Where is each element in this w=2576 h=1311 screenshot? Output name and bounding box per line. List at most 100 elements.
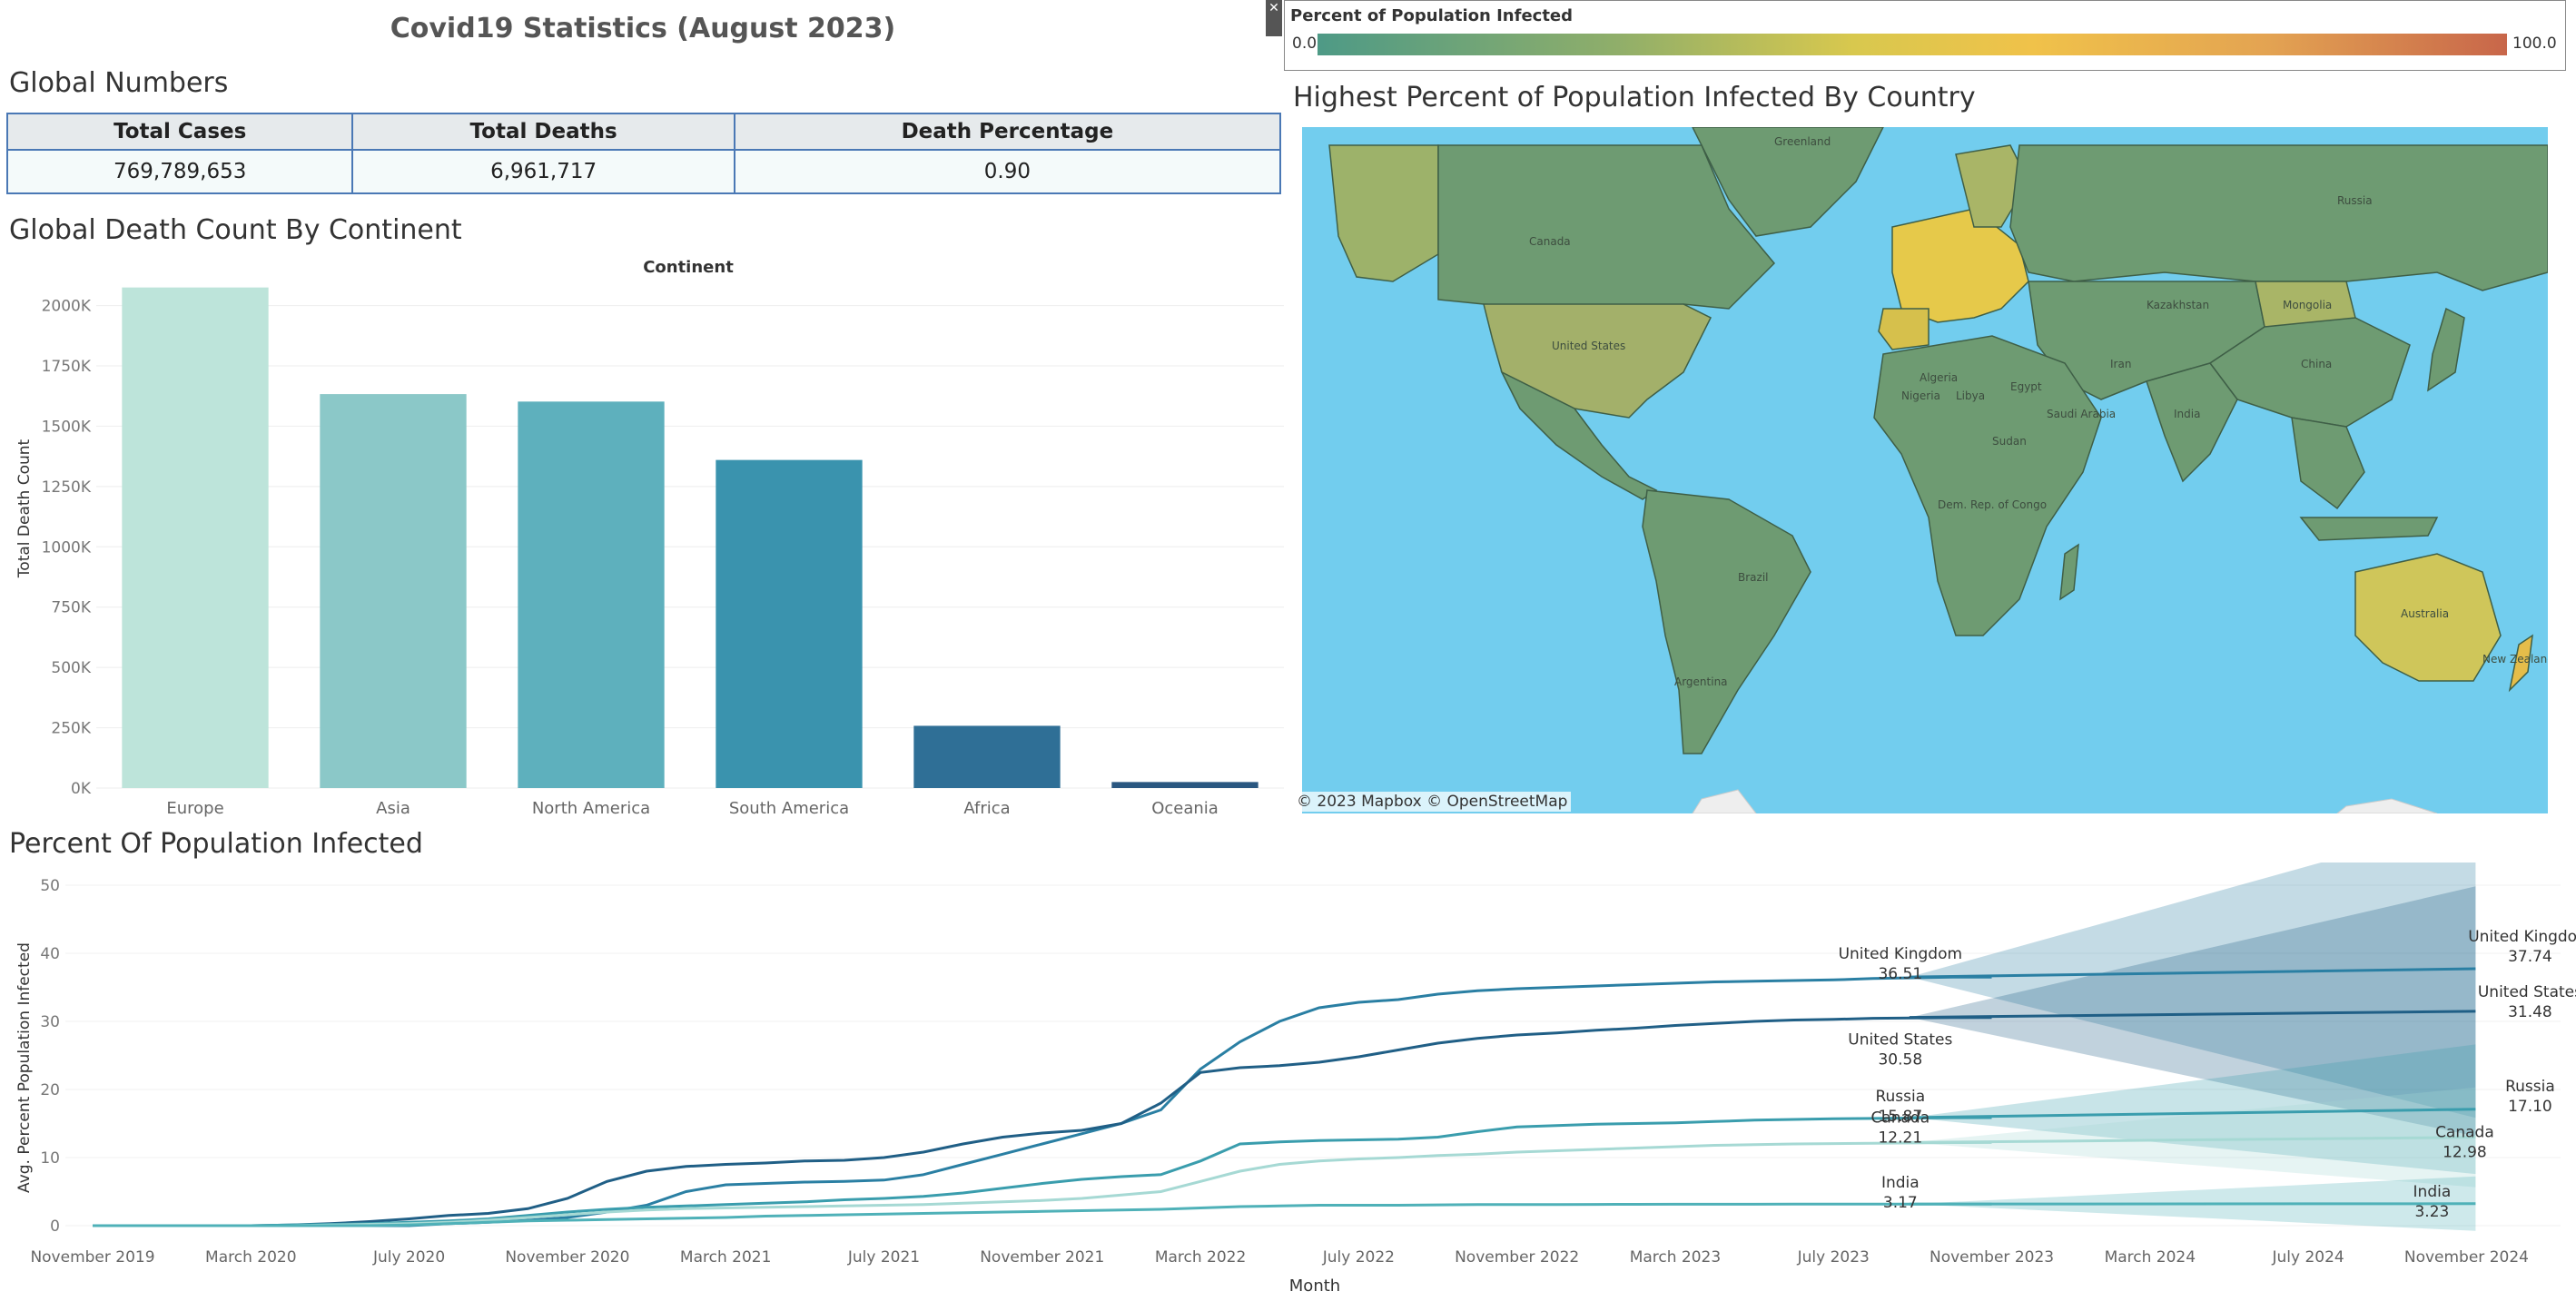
forecast-band-russia — [1909, 1044, 2476, 1175]
bar-y-tick-label: 500K — [51, 659, 91, 677]
global-numbers-title: Global Numbers — [9, 67, 229, 99]
end-label-name-united-states: United States — [1848, 1031, 1952, 1050]
population-infected-title: Percent Of Population Infected — [9, 828, 423, 860]
map-label-mongolia: Mongolia — [2283, 299, 2332, 311]
bar-x-tick-label: Africa — [963, 799, 1010, 817]
map-label-kazakhstan: Kazakhstan — [2147, 299, 2209, 311]
map-label-canada: Canada — [1529, 235, 1571, 248]
map-label-nigeria: Nigeria — [1901, 389, 1940, 402]
bar-south-america[interactable] — [716, 459, 863, 788]
legend-title: Percent of Population Infected — [1290, 6, 1574, 25]
bar-africa[interactable] — [913, 725, 1061, 788]
map-label-egypt: Egypt — [2010, 380, 2042, 393]
bar-north-america[interactable] — [518, 401, 665, 788]
bar-y-tick-label: 250K — [51, 720, 91, 738]
bar-y-tick-label: 0K — [71, 780, 92, 798]
end-label-value-canada: 12.21 — [1878, 1129, 1922, 1147]
bar-asia[interactable] — [320, 394, 467, 788]
map-label-india: India — [2174, 408, 2200, 420]
forecast-label-value-russia: 17.10 — [2508, 1098, 2552, 1116]
line-x-tick-label: March 2023 — [1630, 1248, 1722, 1267]
line-y-axis-label: Avg. Percent Population Infected — [15, 942, 34, 1193]
bar-oceania[interactable] — [1111, 782, 1258, 788]
map-label-united-states: United States — [1552, 340, 1625, 352]
country-indonesia[interactable] — [2299, 517, 2439, 541]
country-japan[interactable] — [2427, 307, 2465, 392]
country-india[interactable] — [2146, 362, 2238, 483]
region-southeast-asia[interactable] — [2291, 417, 2365, 510]
forecast-label-value-canada: 12.98 — [2443, 1144, 2487, 1162]
region-scandinavia[interactable] — [1955, 144, 2029, 228]
total-deaths-header: Total Deaths — [351, 113, 735, 151]
line-chart: Avg. Percent Population Infected Month U… — [15, 862, 2576, 1296]
death-percentage-value: 0.90 — [733, 149, 1282, 194]
bar-x-tick-label: Europe — [166, 799, 223, 817]
antarctica — [1692, 789, 2438, 813]
line-x-tick-label: July 2021 — [847, 1248, 920, 1267]
line-x-tick-label: July 2022 — [1322, 1248, 1395, 1267]
line-y-tick-label: 50 — [40, 877, 60, 895]
map-label-russia: Russia — [2337, 194, 2373, 207]
table-row: 769,789,653 6,961,717 0.90 — [5, 149, 1282, 194]
country-madagascar[interactable] — [2059, 543, 2079, 601]
world-map[interactable]: Greenland Canada United States Brazil Ar… — [1302, 127, 2548, 813]
line-x-tick-label: July 2024 — [2272, 1248, 2344, 1267]
map-label-saudi-arabia: Saudi Arabia — [2047, 408, 2116, 420]
line-y-tick-label: 0 — [50, 1217, 60, 1236]
map-label-greenland: Greenland — [1774, 135, 1831, 148]
country-australia[interactable] — [2354, 553, 2502, 682]
map-label-iran: Iran — [2110, 358, 2131, 370]
forecast-label-name-india: India — [2413, 1183, 2452, 1201]
continent-south-america[interactable] — [1642, 489, 1811, 754]
bar-x-tick-label: North America — [532, 799, 650, 817]
country-alaska[interactable] — [1328, 144, 1439, 282]
bar-y-tick-label: 1500K — [42, 418, 92, 436]
line-x-tick-label: July 2023 — [1797, 1248, 1870, 1267]
total-cases-value: 769,789,653 — [5, 149, 354, 194]
series-line-united-states[interactable] — [93, 1016, 1992, 1227]
line-x-tick-label: March 2024 — [2105, 1248, 2196, 1267]
map-label-new-zealand: New Zealand — [2482, 653, 2548, 665]
map-label-brazil: Brazil — [1738, 571, 1769, 584]
close-icon[interactable]: ✕ — [1266, 0, 1282, 36]
country-spain[interactable] — [1878, 308, 1930, 350]
map-label-argentina: Argentina — [1674, 675, 1728, 688]
line-x-tick-label: March 2022 — [1155, 1248, 1247, 1267]
bar-europe[interactable] — [122, 287, 269, 789]
bar-y-tick-label: 1750K — [42, 358, 92, 376]
end-label-name-united-kingdom: United Kingdom — [1839, 945, 1962, 963]
forecast-line-united-states[interactable] — [1909, 1010, 2476, 1020]
legend-max: 100.0 — [2512, 34, 2557, 53]
death-by-continent-title: Global Death Count By Continent — [9, 214, 462, 246]
map-label-algeria: Algeria — [1920, 371, 1958, 384]
country-china[interactable] — [2208, 317, 2411, 428]
forecast-line-united-kingdom[interactable] — [1909, 967, 2476, 979]
world-map-svg: Greenland Canada United States Brazil Ar… — [1328, 127, 2548, 813]
line-x-axis-label: Month — [1289, 1276, 1340, 1296]
forecast-label-value-united-states: 31.48 — [2508, 1003, 2552, 1021]
table-header-row: Total Cases Total Deaths Death Percentag… — [5, 113, 1282, 151]
bar-y-axis-label: Total Death Count — [15, 439, 34, 578]
bar-x-tick-label: Oceania — [1151, 799, 1219, 817]
country-greenland[interactable] — [1692, 127, 1884, 237]
continent-europe[interactable] — [1891, 208, 2029, 323]
series-line-india[interactable] — [93, 1202, 1992, 1227]
forecast-line-canada[interactable] — [1909, 1136, 2476, 1144]
country-united-states[interactable] — [1483, 303, 1712, 419]
forecast-band-united-kingdom — [1909, 862, 2476, 1119]
line-x-tick-label: November 2020 — [505, 1248, 629, 1267]
country-new-zealand[interactable] — [2508, 634, 2533, 693]
end-label-value-russia: 15.87 — [1878, 1108, 1922, 1126]
bar-y-tick-label: 750K — [51, 599, 91, 617]
end-label-value-india: 3.17 — [1883, 1194, 1918, 1212]
line-x-tick-label: November 2023 — [1930, 1248, 2054, 1267]
forecast-band-united-states — [1909, 886, 2476, 1137]
continent-africa[interactable] — [1873, 335, 2102, 636]
bar-y-tick-label: 1250K — [42, 478, 92, 497]
dashboard-title: Covid19 Statistics (August 2023) — [390, 13, 896, 44]
country-russia[interactable] — [2009, 144, 2548, 291]
total-cases-header: Total Cases — [5, 113, 354, 151]
map-attribution[interactable]: © 2023 Mapbox © OpenStreetMap — [1293, 792, 1572, 812]
forecast-line-russia[interactable] — [1909, 1108, 2476, 1119]
series-line-united-kingdom[interactable] — [93, 975, 1992, 1227]
